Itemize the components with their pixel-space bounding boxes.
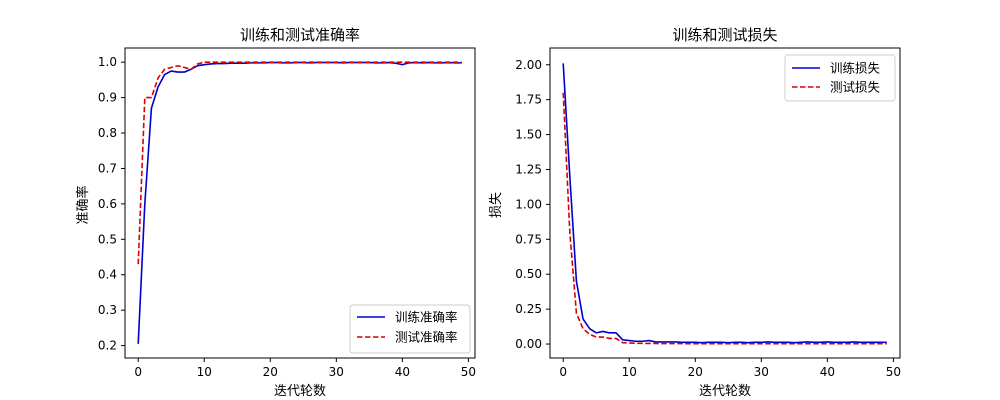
accuracy-y-tick-label: 0.7: [98, 161, 117, 175]
accuracy-panel: 训练和测试准确率 迭代轮数 准确率 0 10 20 30 40 50 0.2 0.3 0.4 0.…: [75, 26, 476, 399]
loss-y-tick-label: 2.00: [515, 58, 542, 72]
loss-y-tick-label: 0.75: [515, 232, 542, 246]
accuracy-x-axis-label: 迭代轮数: [274, 384, 326, 399]
accuracy-x-tick-label: 20: [263, 365, 278, 379]
loss-y-tick-label: 0.25: [515, 302, 542, 316]
accuracy-axis-ticks: 0 10 20 30 40 50 0.2 0.3 0.4 0.5 0.6 0.7 0.8 0.9 1.0: [98, 55, 476, 379]
loss-x-tick-label: 20: [688, 365, 703, 379]
loss-y-tick-label: 0.00: [515, 337, 542, 351]
loss-panel: 训练和测试损失 迭代轮数 损失 0 10 20 30 40 500.000.250.500…: [489, 26, 901, 399]
accuracy-y-tick-label: 0.2: [98, 339, 117, 353]
loss-legend-test-label: 测试损失: [830, 80, 881, 95]
accuracy-series-lines: [137, 61, 462, 344]
loss-y-tick-label: 1.50: [515, 128, 542, 142]
loss-plot-frame: [549, 47, 901, 359]
accuracy-legend-test-label: 测试准确率: [395, 330, 458, 345]
loss-y-tick-label: 1.75: [515, 93, 542, 107]
accuracy-x-tick-label: 50: [461, 365, 476, 379]
accuracy-y-tick-label: 0.3: [98, 303, 117, 317]
accuracy-test-series-line: [137, 61, 462, 265]
accuracy-y-tick-label: 0.8: [98, 126, 117, 140]
accuracy-legend: 训练准确率 测试准确率: [349, 304, 471, 354]
loss-x-tick-label: 50: [886, 365, 901, 379]
accuracy-y-axis-label: 准确率: [75, 185, 91, 224]
accuracy-y-tick-label: 1.0: [98, 55, 117, 69]
accuracy-y-tick-label: 0.4: [98, 268, 117, 282]
accuracy-y-tick-label: 0.6: [98, 197, 117, 211]
loss-test-series-line: [562, 92, 887, 345]
accuracy-legend-train-label: 训练准确率: [395, 310, 458, 325]
accuracy-y-tick-label: 0.5: [98, 232, 117, 246]
loss-legend-train-label: 训练损失: [830, 61, 881, 76]
loss-y-tick-label: 1.00: [515, 197, 542, 211]
accuracy-chart-title: 训练和测试准确率: [240, 26, 360, 44]
loss-x-axis-label: 迭代轮数: [699, 384, 751, 399]
loss-train-series-line: [562, 63, 887, 344]
accuracy-x-tick-label: 10: [197, 365, 212, 379]
accuracy-y-tick-label: 0.9: [98, 91, 117, 105]
accuracy-x-tick-label: 30: [329, 365, 344, 379]
loss-axis-ticks: 0 10 20 30 40 50 0.00 0.25 0.50 0.75 1.00 1.25 1.50 1…: [515, 58, 901, 379]
loss-x-tick-label: 0: [559, 365, 567, 379]
loss-legend: 训练损失 测试损失: [784, 54, 896, 102]
accuracy-plot-frame: [124, 47, 476, 359]
loss-y-tick-label: 1.25: [515, 162, 542, 176]
loss-y-axis-label: 损失: [489, 192, 504, 218]
accuracy-x-tick-label: 40: [395, 365, 410, 379]
accuracy-x-tick-label: 0: [134, 365, 142, 379]
loss-x-tick-label: 30: [754, 365, 769, 379]
loss-x-tick-label: 10: [622, 365, 637, 379]
loss-legend-box: [784, 54, 896, 102]
loss-chart-title: 训练和测试损失: [672, 26, 777, 44]
loss-y-tick-label: 0.50: [515, 267, 542, 281]
loss-series-lines: [562, 63, 887, 345]
loss-x-tick-label: 40: [820, 365, 835, 379]
